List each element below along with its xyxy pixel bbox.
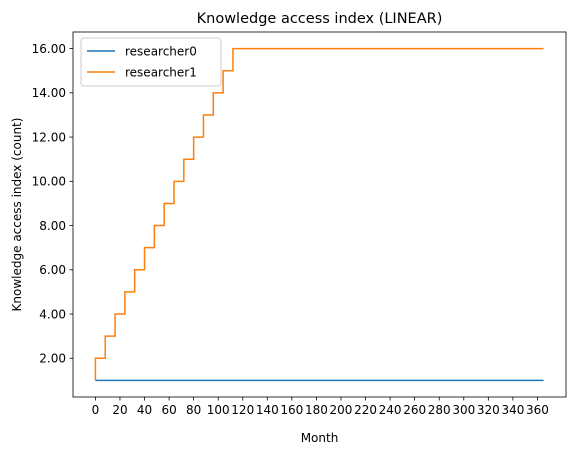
- chart-title: Knowledge access index (LINEAR): [197, 11, 443, 27]
- x-tick-label: 240: [379, 403, 402, 417]
- y-tick-label: 12.00: [32, 130, 66, 144]
- axes: 0 20 40 60 80 100 120 140 160 180 200 220 240 260 280 3…: [32, 31, 567, 417]
- y-tick-label: 2.00: [39, 352, 66, 366]
- x-tick-label: 120: [231, 403, 254, 417]
- y-tick-label: 14.00: [32, 86, 66, 100]
- x-tick-label: 220: [354, 403, 377, 417]
- y-tick-label: 4.00: [39, 307, 66, 321]
- x-tick-label: 320: [477, 403, 500, 417]
- x-tick-label: 40: [137, 403, 152, 417]
- x-tick-label: 280: [428, 403, 451, 417]
- x-tick-label: 180: [305, 403, 328, 417]
- y-tick-label: 16.00: [32, 42, 66, 56]
- x-tick-label: 260: [403, 403, 426, 417]
- x-tick-label: 100: [207, 403, 230, 417]
- x-tick-label: 80: [186, 403, 201, 417]
- legend: researcher0 researcher1: [80, 37, 222, 87]
- plot-frame: [72, 31, 567, 398]
- x-tick-label: 340: [501, 403, 524, 417]
- x-tick-label: 160: [280, 403, 303, 417]
- x-tick-label: 200: [330, 403, 353, 417]
- x-tick-label: 0: [92, 403, 100, 417]
- legend-label-researcher1: researcher1: [125, 65, 197, 79]
- y-tick-label: 8.00: [39, 219, 66, 233]
- x-axis-label: Month: [301, 431, 339, 445]
- x-tick-label: 300: [452, 403, 475, 417]
- x-tick-label: 140: [256, 403, 279, 417]
- legend-label-researcher0: researcher0: [125, 44, 197, 58]
- y-tick-label: 6.00: [39, 263, 66, 277]
- x-tick-label: 360: [526, 403, 549, 417]
- y-axis-label: Knowledge access index (count): [10, 118, 24, 312]
- legend-box: [80, 37, 222, 87]
- series-line-researcher1: [94, 47, 544, 381]
- y-tick-label: 10.00: [32, 175, 66, 189]
- series-layer: [94, 47, 544, 382]
- x-tick-label: 60: [161, 403, 176, 417]
- x-tick-label: 20: [112, 403, 127, 417]
